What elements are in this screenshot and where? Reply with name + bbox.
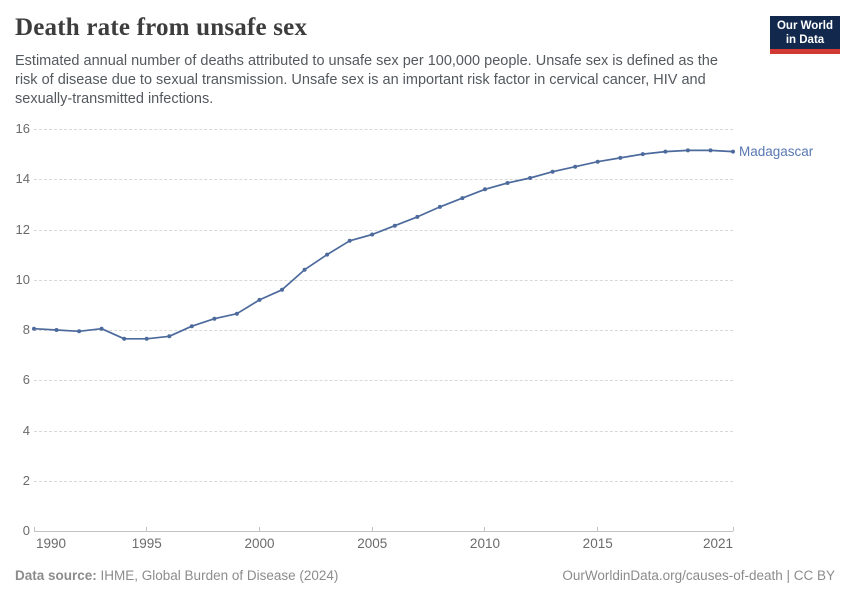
data-point: [347, 238, 352, 243]
x-tick-mark: [33, 527, 35, 531]
data-point: [731, 149, 735, 154]
y-gridline: [34, 229, 733, 231]
data-source-value: IHME, Global Burden of Disease (2024): [96, 568, 339, 583]
data-point: [483, 187, 487, 192]
x-tick-label: 2010: [469, 536, 500, 551]
y-tick-label: 2: [22, 472, 30, 488]
x-tick-label: 2000: [244, 536, 275, 551]
data-point: [302, 267, 307, 272]
owid-logo: Our World in Data: [770, 16, 840, 54]
data-point: [370, 232, 375, 237]
y-gridline: [34, 330, 733, 331]
data-point: [685, 148, 690, 153]
x-tick-mark: [371, 527, 373, 531]
chart-footer: Data source: IHME, Global Burden of Dise…: [15, 568, 835, 583]
y-tick-label: 12: [15, 221, 30, 237]
x-tick-label: 2005: [357, 536, 388, 551]
data-point: [640, 152, 645, 157]
data-point: [618, 155, 623, 160]
data-point: [505, 181, 510, 185]
x-tick-label: 2021: [702, 536, 733, 551]
y-tick-label: 4: [22, 422, 30, 438]
x-tick-label: 1995: [131, 536, 162, 551]
data-point: [167, 334, 172, 339]
y-tick-label: 8: [22, 322, 30, 337]
x-tick-label: 2015: [582, 536, 613, 551]
data-point: [280, 287, 284, 292]
y-tick-label: 16: [15, 121, 30, 136]
x-axis-line: [34, 531, 733, 532]
series-label-madagascar: Madagascar: [739, 143, 814, 159]
chart-subtitle: Estimated annual number of deaths attrib…: [15, 52, 760, 109]
y-gridline: [34, 179, 733, 181]
chart-title: Death rate from unsafe sex: [15, 14, 308, 41]
y-gridline: [34, 480, 733, 482]
y-tick-label: 0: [22, 523, 30, 538]
data-point: [708, 148, 713, 153]
subtitle-line: Estimated annual number of deaths attrib…: [15, 53, 718, 69]
y-gridline: [34, 129, 733, 130]
data-point: [325, 252, 330, 257]
attribution-link: OurWorldinData.org/causes-of-death | CC …: [562, 568, 835, 583]
data-point: [595, 159, 600, 164]
subtitle-line: risk of disease due to sexual transmissi…: [15, 72, 706, 88]
owid-logo-line1: Our World: [776, 20, 833, 32]
data-point: [234, 311, 239, 316]
y-tick-label: 14: [15, 171, 30, 187]
data-point: [573, 164, 578, 169]
data-point: [437, 204, 442, 209]
y-gridline: [34, 279, 733, 281]
y-gridline: [34, 430, 733, 432]
data-point: [144, 336, 149, 341]
data-point: [212, 316, 217, 321]
x-tick-mark: [146, 527, 148, 531]
data-point: [550, 169, 555, 174]
x-tick-mark: [732, 527, 734, 531]
subtitle-line: sexually-transmitted infections.: [15, 91, 214, 107]
data-point: [392, 223, 397, 228]
x-tick-mark: [597, 527, 599, 531]
x-tick-mark: [484, 527, 486, 531]
data-source-label: Data source:: [15, 568, 97, 583]
data-point: [415, 214, 420, 219]
x-tick-mark: [258, 527, 260, 531]
owid-logo-line2: in Data: [785, 34, 825, 46]
data-source-note: Data source: IHME, Global Burden of Dise…: [15, 568, 338, 583]
data-point: [460, 196, 465, 201]
data-point: [189, 324, 194, 329]
y-tick-label: 6: [22, 372, 30, 388]
data-point: [257, 297, 262, 302]
data-point: [663, 149, 668, 154]
data-point: [122, 336, 127, 341]
x-tick-label: 1990: [36, 536, 67, 551]
y-tick-label: 10: [15, 271, 30, 287]
y-gridline: [34, 380, 733, 382]
